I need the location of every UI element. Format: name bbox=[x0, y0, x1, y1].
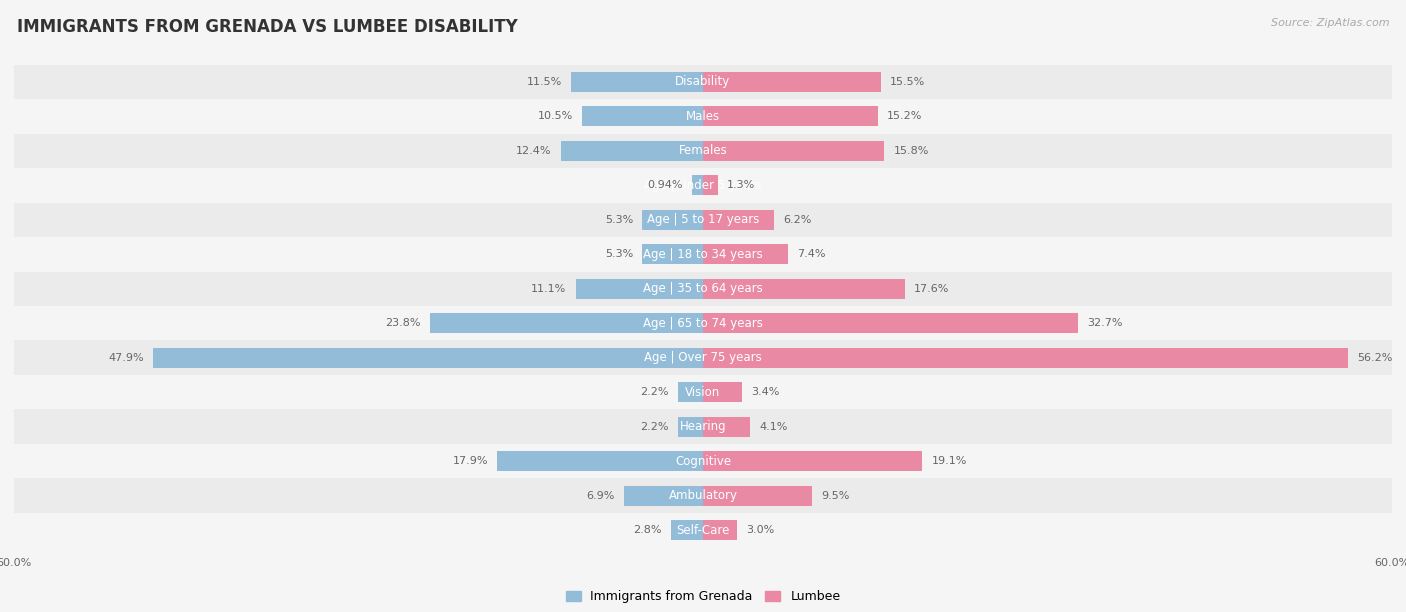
Text: Age | 65 to 74 years: Age | 65 to 74 years bbox=[643, 317, 763, 330]
Text: Age | Over 75 years: Age | Over 75 years bbox=[644, 351, 762, 364]
Text: 4.1%: 4.1% bbox=[759, 422, 787, 431]
Text: 2.8%: 2.8% bbox=[633, 525, 662, 535]
Text: 3.0%: 3.0% bbox=[747, 525, 775, 535]
Bar bbox=[14, 133, 1392, 168]
Bar bbox=[678, 382, 703, 402]
Bar bbox=[561, 141, 703, 161]
Bar bbox=[643, 244, 703, 264]
Bar bbox=[14, 444, 1392, 479]
Text: 47.9%: 47.9% bbox=[108, 353, 143, 363]
Bar bbox=[14, 375, 1392, 409]
Bar bbox=[14, 99, 1392, 133]
Bar bbox=[643, 210, 703, 230]
Bar bbox=[14, 513, 1392, 547]
Text: 10.5%: 10.5% bbox=[538, 111, 574, 121]
Text: Age | 35 to 64 years: Age | 35 to 64 years bbox=[643, 282, 763, 295]
Bar bbox=[498, 451, 703, 471]
Text: Source: ZipAtlas.com: Source: ZipAtlas.com bbox=[1271, 18, 1389, 28]
Bar bbox=[14, 409, 1392, 444]
Bar bbox=[14, 168, 1392, 203]
Text: 15.8%: 15.8% bbox=[894, 146, 929, 156]
Bar bbox=[153, 348, 703, 368]
Text: 11.1%: 11.1% bbox=[531, 284, 567, 294]
Text: Self-Care: Self-Care bbox=[676, 524, 730, 537]
Text: 5.3%: 5.3% bbox=[605, 249, 633, 259]
Bar bbox=[703, 382, 742, 402]
Text: Cognitive: Cognitive bbox=[675, 455, 731, 468]
Bar bbox=[703, 520, 738, 540]
Bar bbox=[678, 417, 703, 437]
Text: 3.4%: 3.4% bbox=[751, 387, 779, 397]
Bar bbox=[571, 72, 703, 92]
Text: 17.6%: 17.6% bbox=[914, 284, 949, 294]
Bar bbox=[14, 340, 1392, 375]
Text: 0.94%: 0.94% bbox=[648, 181, 683, 190]
Bar bbox=[703, 72, 882, 92]
Text: 19.1%: 19.1% bbox=[932, 456, 967, 466]
Text: 56.2%: 56.2% bbox=[1358, 353, 1393, 363]
Text: Age | Under 5 years: Age | Under 5 years bbox=[644, 179, 762, 192]
Text: 1.3%: 1.3% bbox=[727, 181, 755, 190]
Text: 7.4%: 7.4% bbox=[797, 249, 825, 259]
Bar bbox=[692, 175, 703, 195]
Bar bbox=[582, 106, 703, 126]
Text: 17.9%: 17.9% bbox=[453, 456, 488, 466]
Text: 32.7%: 32.7% bbox=[1088, 318, 1123, 328]
Legend: Immigrants from Grenada, Lumbee: Immigrants from Grenada, Lumbee bbox=[561, 585, 845, 608]
Bar bbox=[703, 486, 813, 506]
Bar bbox=[14, 65, 1392, 99]
Bar bbox=[624, 486, 703, 506]
Bar bbox=[671, 520, 703, 540]
Bar bbox=[703, 451, 922, 471]
Bar bbox=[703, 348, 1348, 368]
Bar bbox=[703, 106, 877, 126]
Text: 15.5%: 15.5% bbox=[890, 77, 925, 87]
Text: Vision: Vision bbox=[685, 386, 721, 398]
Text: 12.4%: 12.4% bbox=[516, 146, 551, 156]
Bar bbox=[703, 313, 1078, 334]
Bar bbox=[430, 313, 703, 334]
Bar bbox=[703, 417, 749, 437]
Text: Age | 5 to 17 years: Age | 5 to 17 years bbox=[647, 214, 759, 226]
Text: 6.2%: 6.2% bbox=[783, 215, 811, 225]
Bar bbox=[14, 237, 1392, 272]
Text: IMMIGRANTS FROM GRENADA VS LUMBEE DISABILITY: IMMIGRANTS FROM GRENADA VS LUMBEE DISABI… bbox=[17, 18, 517, 36]
Text: 15.2%: 15.2% bbox=[887, 111, 922, 121]
Text: 23.8%: 23.8% bbox=[385, 318, 420, 328]
Bar bbox=[703, 278, 905, 299]
Bar bbox=[14, 203, 1392, 237]
Text: 6.9%: 6.9% bbox=[586, 491, 614, 501]
Text: Females: Females bbox=[679, 144, 727, 157]
Text: Hearing: Hearing bbox=[679, 420, 727, 433]
Bar bbox=[703, 244, 787, 264]
Text: 9.5%: 9.5% bbox=[821, 491, 849, 501]
Bar bbox=[703, 210, 775, 230]
Bar bbox=[14, 479, 1392, 513]
Bar bbox=[703, 175, 718, 195]
Bar bbox=[14, 272, 1392, 306]
Text: 2.2%: 2.2% bbox=[640, 387, 669, 397]
Text: Males: Males bbox=[686, 110, 720, 123]
Text: Disability: Disability bbox=[675, 75, 731, 88]
Text: 11.5%: 11.5% bbox=[526, 77, 562, 87]
Bar bbox=[703, 141, 884, 161]
Text: 5.3%: 5.3% bbox=[605, 215, 633, 225]
Bar bbox=[14, 306, 1392, 340]
Text: Ambulatory: Ambulatory bbox=[668, 489, 738, 502]
Text: 2.2%: 2.2% bbox=[640, 422, 669, 431]
Text: Age | 18 to 34 years: Age | 18 to 34 years bbox=[643, 248, 763, 261]
Bar bbox=[575, 278, 703, 299]
